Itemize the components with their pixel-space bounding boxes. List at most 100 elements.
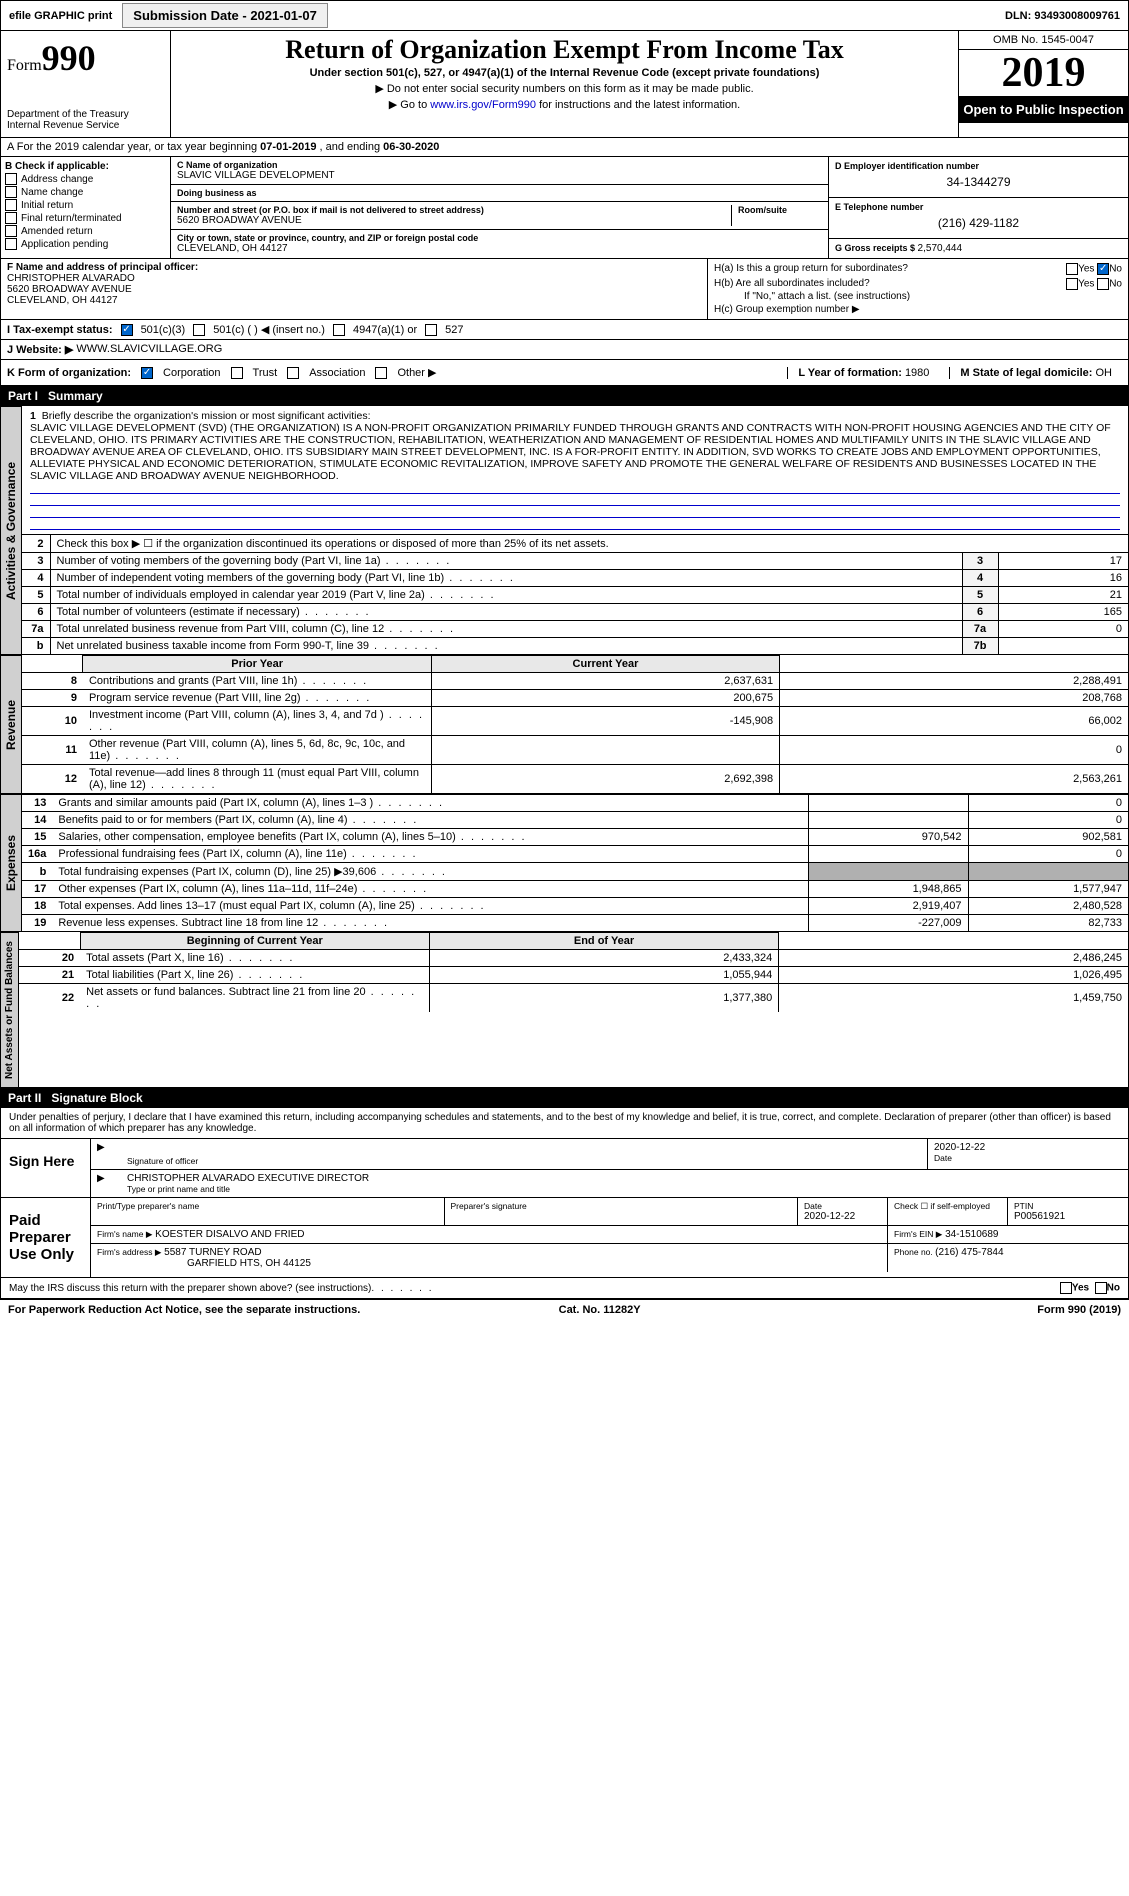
hb-yes-label: Yes: [1078, 279, 1094, 290]
firm-addr1: 5587 TURNEY ROAD: [164, 1247, 261, 1258]
hb-no-checkbox[interactable]: [1097, 278, 1109, 290]
box-b: B Check if applicable: Address change Na…: [1, 157, 171, 258]
street-value: 5620 BROADWAY AVENUE: [177, 215, 731, 226]
revenue-tab: Revenue: [1, 655, 22, 794]
discuss-yes-label: Yes: [1072, 1283, 1089, 1294]
table-row: 14Benefits paid to or for members (Part …: [22, 812, 1128, 829]
netassets-table: Beginning of Current YearEnd of Year 20T…: [19, 932, 1128, 1012]
form-of-org-row: K Form of organization: ✓Corporation Tru…: [0, 360, 1129, 386]
discuss-row: May the IRS discuss this return with the…: [1, 1277, 1128, 1298]
box-d-e-g: D Employer identification number 34-1344…: [828, 157, 1128, 258]
irs-link[interactable]: www.irs.gov/Form990: [430, 99, 536, 111]
discuss-no-checkbox[interactable]: [1095, 1282, 1107, 1294]
table-row: 17Other expenses (Part IX, column (A), l…: [22, 881, 1128, 898]
ha-yes-checkbox[interactable]: [1066, 263, 1078, 275]
year-formation-value: 1980: [905, 367, 929, 379]
initial-return-checkbox[interactable]: [5, 199, 17, 211]
signature-intro: Under penalties of perjury, I declare th…: [1, 1108, 1128, 1138]
ha-no-checkbox[interactable]: ✓: [1097, 263, 1109, 275]
table-row: 10Investment income (Part VIII, column (…: [22, 707, 1128, 736]
netassets-tab: Net Assets or Fund Balances: [1, 932, 19, 1088]
submission-date-button[interactable]: Submission Date - 2021-01-07: [122, 3, 328, 28]
part-2-header: Part II Signature Block: [0, 1088, 1129, 1108]
period-text-b: , and ending: [316, 141, 383, 153]
website-label: J Website: ▶: [7, 343, 73, 356]
table-row: 3Number of voting members of the governi…: [22, 553, 1128, 570]
firm-addr2: GARFIELD HTS, OH 44125: [97, 1258, 311, 1269]
final-return-label: Final return/terminated: [21, 213, 122, 224]
name-change-checkbox[interactable]: [5, 186, 17, 198]
table-row: 9Program service revenue (Part VIII, lin…: [22, 690, 1128, 707]
mission-text: SLAVIC VILLAGE DEVELOPMENT (SVD) (THE OR…: [30, 422, 1111, 482]
end-year-header: End of Year: [429, 933, 778, 950]
preparer-sig-label: Preparer's signature: [451, 1201, 792, 1211]
link-post: for instructions and the latest informat…: [536, 99, 740, 111]
dba-label: Doing business as: [177, 188, 822, 198]
firm-ein-value: 34-1510689: [945, 1229, 998, 1240]
discuss-yes-checkbox[interactable]: [1060, 1282, 1072, 1294]
treasury-label: Department of the Treasury Internal Reve…: [7, 109, 164, 131]
table-row: 20Total assets (Part X, line 16)2,433,32…: [19, 950, 1128, 967]
table-row: bNet unrelated business taxable income f…: [22, 638, 1128, 655]
gross-receipts-label: G Gross receipts $: [835, 243, 918, 253]
table-row: 7aTotal unrelated business revenue from …: [22, 621, 1128, 638]
omb-number: OMB No. 1545-0047: [959, 31, 1128, 50]
application-pending-label: Application pending: [21, 239, 108, 250]
amended-return-checkbox[interactable]: [5, 225, 17, 237]
table-row: 4Number of independent voting members of…: [22, 570, 1128, 587]
corp-checkbox[interactable]: ✓: [141, 367, 153, 379]
begin-year-header: Beginning of Current Year: [80, 933, 429, 950]
officer-city: CLEVELAND, OH 44127: [7, 295, 118, 306]
part-2-title: Signature Block: [51, 1091, 142, 1105]
year-formation-label: L Year of formation:: [798, 367, 905, 379]
501c3-checkbox[interactable]: ✓: [121, 324, 133, 336]
527-label: 527: [445, 324, 463, 336]
527-checkbox[interactable]: [425, 324, 437, 336]
netassets-section: Net Assets or Fund Balances Beginning of…: [0, 932, 1129, 1088]
other-checkbox[interactable]: [375, 367, 387, 379]
box-c: C Name of organization SLAVIC VILLAGE DE…: [171, 157, 828, 258]
addr-change-checkbox[interactable]: [5, 173, 17, 185]
group-exemption-label: H(c) Group exemption number ▶: [714, 304, 1122, 315]
preparer-date-label: Date: [804, 1201, 881, 1211]
form-id-box: Form990 Department of the Treasury Inter…: [1, 31, 171, 137]
amended-return-label: Amended return: [21, 226, 93, 237]
discuss-no-label: No: [1107, 1283, 1120, 1294]
footer-mid: Cat. No. 11282Y: [559, 1304, 641, 1316]
4947-checkbox[interactable]: [333, 324, 345, 336]
governance-tab: Activities & Governance: [1, 406, 22, 655]
attach-list-note: If "No," attach a list. (see instruction…: [714, 291, 1122, 302]
group-return-label: H(a) Is this a group return for subordin…: [714, 263, 908, 274]
form-title-box: Return of Organization Exempt From Incom…: [171, 31, 958, 137]
part-2-label: Part II: [8, 1091, 51, 1105]
final-return-checkbox[interactable]: [5, 212, 17, 224]
ha-no-label: No: [1109, 264, 1122, 275]
website-value: WWW.SLAVICVILLAGE.ORG: [76, 343, 222, 356]
firm-name-value: KOESTER DISALVO AND FRIED: [155, 1229, 304, 1240]
other-label: Other ▶: [397, 366, 436, 379]
revenue-table: Prior YearCurrent Year 8Contributions an…: [22, 655, 1128, 793]
sig-date-value: 2020-12-22: [934, 1142, 1122, 1153]
box-b-label: B Check if applicable:: [5, 161, 109, 172]
link-pre: ▶ Go to: [389, 99, 430, 111]
trust-label: Trust: [253, 367, 278, 379]
open-inspection-badge: Open to Public Inspection: [959, 96, 1128, 123]
corp-label: Corporation: [163, 367, 220, 379]
phone-value: (216) 429-1182: [835, 212, 1122, 234]
assoc-checkbox[interactable]: [287, 367, 299, 379]
application-pending-checkbox[interactable]: [5, 238, 17, 250]
signature-block: Under penalties of perjury, I declare th…: [0, 1108, 1129, 1299]
part-1-header: Part I Summary: [0, 386, 1129, 406]
form-note-ssn: ▶ Do not enter social security numbers o…: [179, 82, 950, 95]
efile-label: efile GRAPHIC print: [1, 6, 120, 26]
trust-checkbox[interactable]: [231, 367, 243, 379]
preparer-date-value: 2020-12-22: [804, 1211, 881, 1222]
arrow-icon: ▶: [97, 1173, 105, 1184]
hb-yes-checkbox[interactable]: [1066, 278, 1078, 290]
top-bar: efile GRAPHIC print Submission Date - 20…: [0, 0, 1129, 31]
website-row: J Website: ▶ WWW.SLAVICVILLAGE.ORG: [0, 340, 1129, 360]
blank-line: [30, 526, 1120, 530]
501c-checkbox[interactable]: [193, 324, 205, 336]
501c-label: 501(c) ( ) ◀ (insert no.): [213, 323, 325, 336]
firm-addr-label: Firm's address ▶: [97, 1247, 161, 1257]
